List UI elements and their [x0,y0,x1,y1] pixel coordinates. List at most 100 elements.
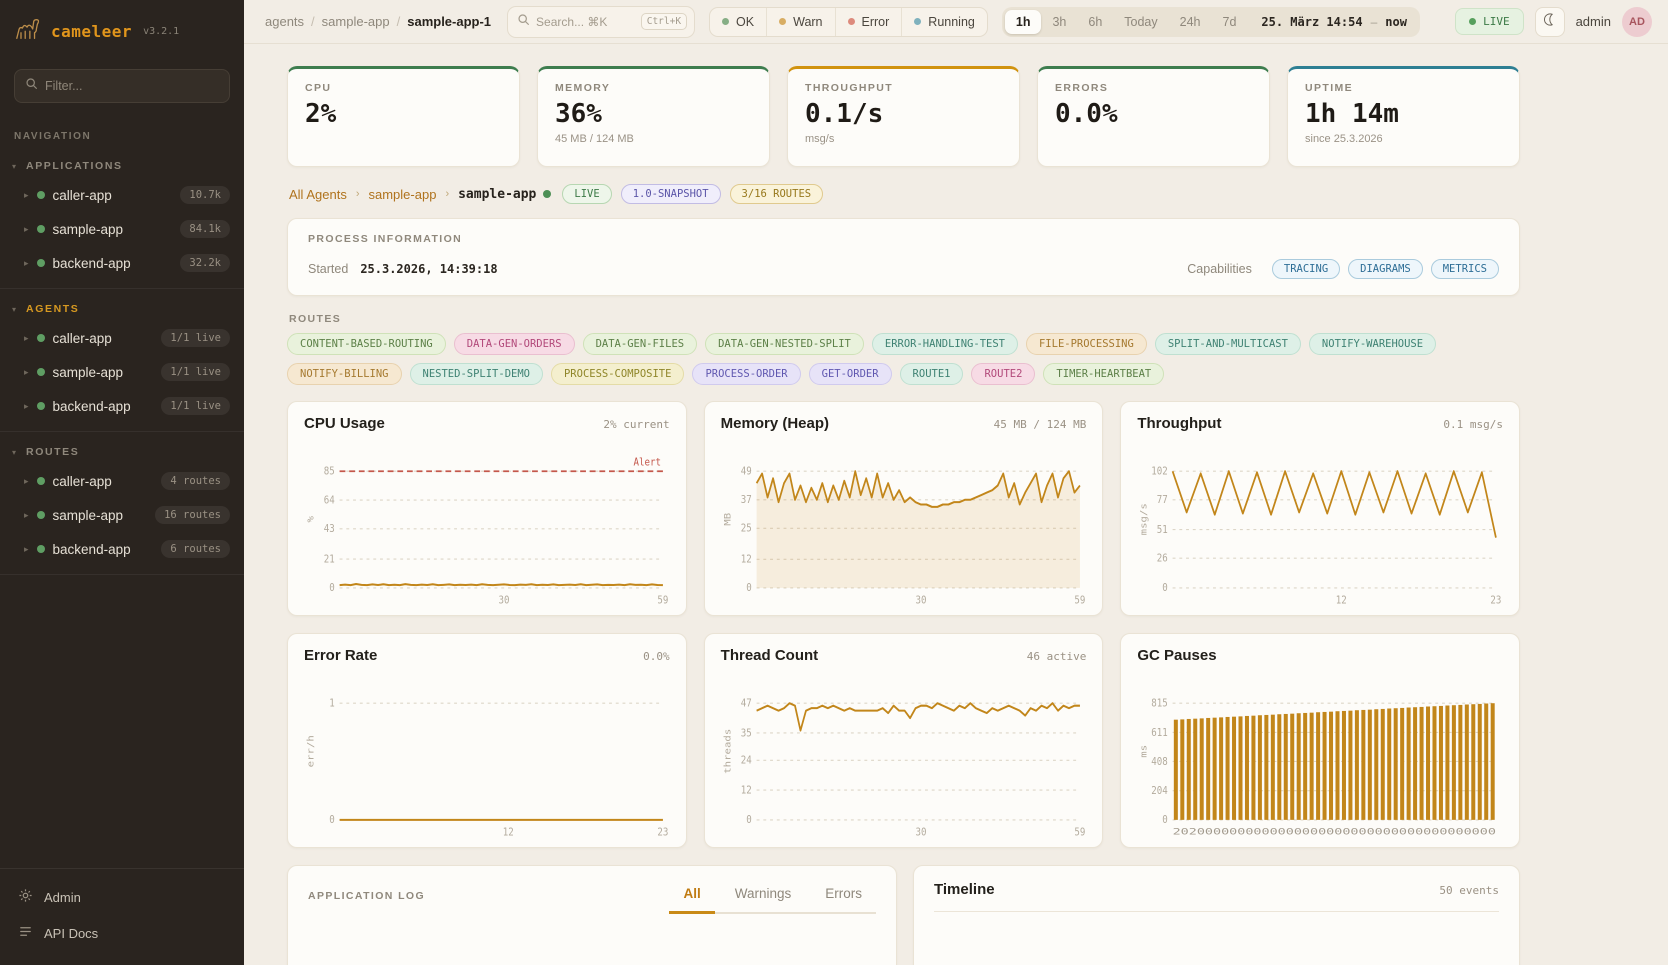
svg-text:408: 408 [1152,756,1169,768]
chart-card-thread-count: Thread Count 46 active 47 35 24 12 0 30 59 thread… [703,633,1104,848]
avatar[interactable]: AD [1622,6,1652,37]
stat-card-throughput: THROUGHPUT 0.1/s msg/s [787,66,1020,167]
status-filter-label: Error [861,14,890,29]
svg-text:12: 12 [740,785,751,797]
chart-current-value: 0.0% [643,650,670,663]
route-badge-file-processing[interactable]: FILE-PROCESSING [1025,333,1147,355]
expand-caret-icon[interactable]: ▸ [24,475,29,486]
route-badge-data-gen-orders[interactable]: DATA-GEN-ORDERS [453,333,575,355]
route-badge-data-gen-files[interactable]: DATA-GEN-FILES [582,333,698,355]
expand-caret-icon[interactable]: ▸ [24,189,29,200]
live-badge[interactable]: LIVE [1455,8,1524,35]
svg-text:err/h: err/h [306,735,316,767]
route-badge-content-based-routing[interactable]: CONTENT-BASED-ROUTING [287,333,446,355]
status-filter-running[interactable]: Running [902,8,987,36]
charts-grid: CPU Usage 2% current 85 64 43 21 0 30 59% Alert Me… [287,401,1520,848]
footer-item-api-docs[interactable]: API Docs [0,915,244,951]
route-badge-process-composite[interactable]: PROCESS-COMPOSITE [550,363,685,385]
route-badge-data-gen-nested-split[interactable]: DATA-GEN-NESTED-SPLIT [705,333,864,355]
sidebar-item-caller-app[interactable]: ▸ caller-app 1/1 live [0,321,244,355]
sidebar-item-backend-app[interactable]: ▸ backend-app 6 routes [0,532,244,566]
time-range-3h[interactable]: 3h [1041,10,1077,34]
agent-link-sample-app[interactable]: sample-app [368,186,437,202]
route-badge-split-and-multicast[interactable]: SPLIT-AND-MULTICAST [1154,333,1301,355]
sidebar-item-sample-app[interactable]: ▸ sample-app 16 routes [0,498,244,532]
expand-caret-icon[interactable]: ▸ [24,509,29,520]
chart-plot-area: 47 35 24 12 0 30 59 threads [721,668,1087,839]
expand-caret-icon[interactable]: ▸ [24,400,29,411]
footer-item-admin[interactable]: Admin [0,879,244,915]
date-range-label[interactable]: 25. März 14:54 [1261,14,1363,29]
expand-caret-icon[interactable]: ▸ [24,257,29,268]
route-badge-nested-split-demo[interactable]: NESTED-SPLIT-DEMO [409,363,543,385]
dark-mode-toggle[interactable] [1534,6,1565,37]
sidebar-item-backend-app[interactable]: ▸ backend-app 32.2k [0,246,244,280]
chart-plot-area: 49 37 25 12 0 30 59 MB [721,436,1087,607]
search-input[interactable] [536,14,632,29]
chart-plot-area: 102 77 51 26 0 12 23 msg/s [1137,436,1503,607]
sidebar-section-routes: ▾ ROUTES ▸ caller-app 4 routes ▸ sample-app 16 … [0,432,244,575]
time-range-today[interactable]: Today [1113,10,1168,34]
agent-link-all-agents[interactable]: All Agents [289,186,347,202]
route-badge-notify-billing[interactable]: NOTIFY-BILLING [287,363,402,385]
sidebar-item-caller-app[interactable]: ▸ caller-app 10.7k [0,178,244,212]
section-header-routes[interactable]: ▾ ROUTES [0,442,244,464]
item-name: sample-app [52,364,124,380]
route-badge-error-handling-test[interactable]: ERROR-HANDLING-TEST [871,333,1018,355]
now-label[interactable]: now [1385,14,1407,29]
chart-current-value: 45 MB / 124 MB [993,418,1087,431]
routes-block: ROUTES CONTENT-BASED-ROUTING DATA-GEN-ORD… [287,313,1520,385]
chart-card-throughput: Throughput 0.1 msg/s 102 77 51 26 0 12 23 msg/s [1120,401,1520,616]
breadcrumb-current: sample-app-1 [407,14,492,29]
chart-current-value: 46 active [1026,650,1087,663]
section-header-applications[interactable]: ▾ APPLICATIONS [0,156,244,178]
log-tab-all[interactable]: All [669,882,715,914]
time-range-6h[interactable]: 6h [1077,10,1113,34]
stat-card-memory: MEMORY 36% 45 MB / 124 MB [537,66,770,167]
time-range-24h[interactable]: 24h [1169,10,1212,34]
status-dot-icon [36,368,45,376]
status-color-dot-icon [779,18,787,25]
expand-caret-icon[interactable]: ▸ [24,332,29,343]
section-label: APPLICATIONS [26,160,123,172]
chart-card-memory-heap-: Memory (Heap) 45 MB / 124 MB 49 37 25 12 0 30 59… [703,401,1104,616]
sidebar-item-sample-app[interactable]: ▸ sample-app 1/1 live [0,355,244,389]
route-badge-route1[interactable]: ROUTE1 [899,363,964,385]
chart-title: Throughput [1137,415,1222,432]
svg-text:815: 815 [1152,698,1169,710]
svg-text:msg/s: msg/s [1140,503,1150,535]
breadcrumb-link[interactable]: sample-app [321,14,390,29]
expand-caret-icon[interactable]: ▸ [24,366,29,377]
sidebar-item-caller-app[interactable]: ▸ caller-app 4 routes [0,464,244,498]
sidebar-item-sample-app[interactable]: ▸ sample-app 84.1k [0,212,244,246]
global-search[interactable]: Ctrl+K [507,5,696,38]
status-filter-error[interactable]: Error [836,7,903,36]
chart-card-error-rate: Error Rate 0.0% 1 0 12 23 err/h [287,633,687,848]
svg-text:Alert: Alert [633,457,661,469]
time-range-7d[interactable]: 7d [1212,10,1248,34]
agent-badge-3-16-routes: 3/16 ROUTES [729,184,824,204]
breadcrumb-link[interactable]: agents [265,14,305,29]
log-tab-warnings[interactable]: Warnings [734,886,792,901]
log-tab-errors[interactable]: Errors [825,886,862,901]
time-range-1h[interactable]: 1h [1004,9,1042,34]
footer-item-label: Admin [44,889,81,905]
status-filter-ok[interactable]: OK [710,7,768,36]
route-badge-route2[interactable]: ROUTE2 [971,363,1036,385]
search-icon [25,77,38,95]
stat-card-errors: ERRORS 0.0% [1037,66,1270,167]
expand-caret-icon[interactable]: ▸ [24,543,29,554]
route-badge-timer-heartbeat[interactable]: TIMER-HEARTBEAT [1043,363,1165,385]
filter-input[interactable] [45,79,219,93]
routes-title: ROUTES [289,313,342,325]
svg-text:64: 64 [324,495,335,507]
section-header-agents[interactable]: ▾ AGENTS [0,299,244,321]
route-badge-notify-warehouse[interactable]: NOTIFY-WAREHOUSE [1308,333,1437,355]
status-filter-warn[interactable]: Warn [767,7,836,36]
expand-caret-icon[interactable]: ▸ [24,223,29,234]
route-badge-process-order[interactable]: PROCESS-ORDER [692,363,801,385]
sidebar-filter[interactable] [14,69,230,103]
status-dot-icon [36,225,45,233]
route-badge-get-order[interactable]: GET-ORDER [808,363,892,385]
sidebar-item-backend-app[interactable]: ▸ backend-app 1/1 live [0,389,244,423]
